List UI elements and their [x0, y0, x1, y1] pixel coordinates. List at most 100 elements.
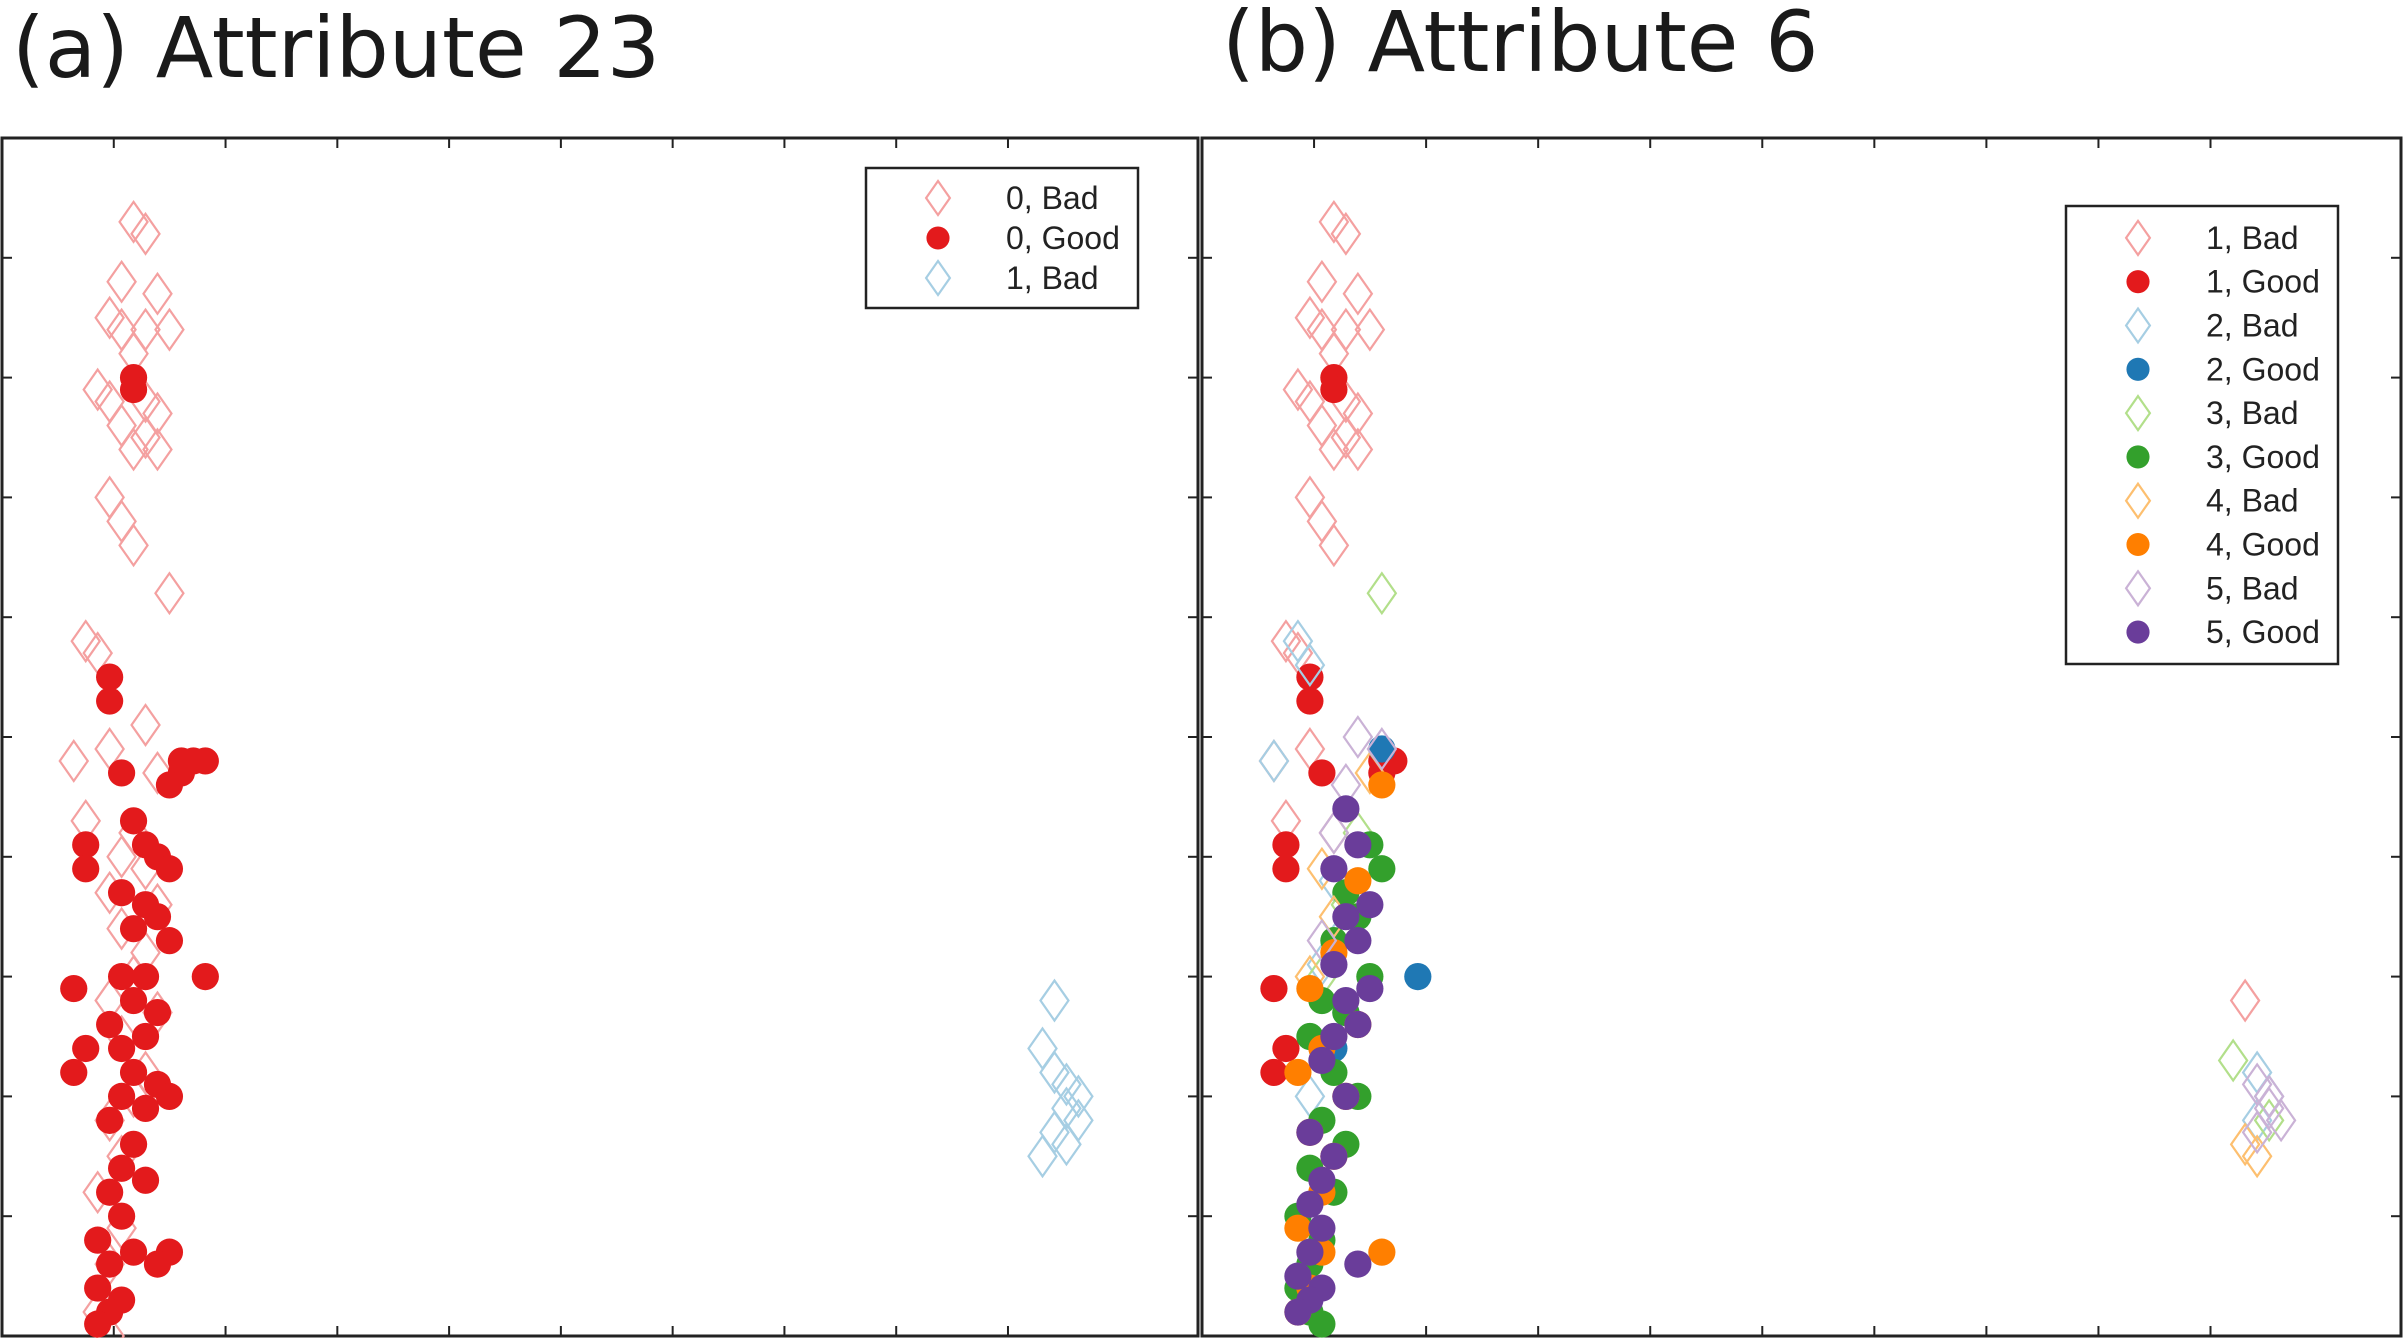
data-point [108, 1202, 136, 1230]
data-point [108, 879, 136, 907]
data-point [108, 1154, 136, 1182]
data-point [1356, 974, 1384, 1003]
data-point [131, 1094, 160, 1122]
data-point [1308, 759, 1336, 787]
legend-marker [2124, 394, 2152, 433]
data-point [1039, 978, 1070, 1023]
data-point [1284, 1298, 1312, 1326]
data-point [1318, 199, 1350, 244]
data-point [96, 687, 124, 715]
data-point [131, 1166, 160, 1194]
data-point [1332, 903, 1360, 931]
legend-label: 0, Bad [1006, 180, 1099, 216]
data-point [1282, 367, 1314, 412]
data-point [1356, 891, 1384, 919]
data-point [1332, 986, 1360, 1015]
data-point [1344, 867, 1372, 895]
data-point [1039, 1050, 1070, 1095]
plot-frame [0, 136, 1200, 1338]
data-point [1318, 810, 1350, 855]
data-point [106, 259, 137, 304]
data-point [130, 211, 161, 256]
data-point [1272, 1034, 1300, 1063]
data-point [1296, 687, 1324, 715]
data-point [70, 619, 102, 664]
scatter-plot-a: 0, Bad 0, Good 1, Bad [0, 136, 1200, 1338]
data-point [1368, 1238, 1396, 1266]
data-point [1344, 927, 1372, 955]
legend-label: 5, Bad [2206, 570, 2299, 606]
data-point [108, 759, 136, 787]
data-point [119, 915, 148, 943]
data-point [1368, 735, 1396, 763]
data-point [130, 415, 161, 460]
data-point [142, 271, 173, 316]
data-point [96, 1106, 124, 1134]
data-point [1344, 1010, 1372, 1039]
data-point [1368, 771, 1396, 799]
data-point [1296, 663, 1324, 691]
data-point [1318, 523, 1350, 568]
data-point [130, 703, 161, 747]
data-point [1284, 1214, 1312, 1242]
panel-b-title: (b) Attribute 6 [1222, 0, 1819, 91]
data-point [1308, 1310, 1336, 1338]
legend-box [2064, 204, 2340, 666]
data-point [1258, 739, 1290, 783]
data-point [1296, 974, 1324, 1003]
data-point [1354, 307, 1386, 352]
data-point [142, 427, 173, 472]
legend-label: 0, Good [1006, 220, 1120, 256]
data-point [142, 751, 173, 795]
legend-box [864, 166, 1140, 310]
legend-label: 2, Good [2206, 351, 2320, 387]
data-point [1294, 295, 1326, 340]
data-point [131, 963, 160, 991]
data-point [118, 199, 149, 244]
data-point [1051, 1122, 1082, 1167]
data-point [1320, 375, 1348, 404]
data-point [1342, 271, 1374, 316]
data-point [1296, 1238, 1324, 1266]
data-point [131, 1022, 160, 1051]
data-point [1330, 415, 1362, 460]
data-point [119, 1130, 148, 1158]
data-point [84, 1226, 112, 1254]
scatter-plot-b: 1, Bad 1, Good 2, Bad 2, Good 3, Bad 3, Good 4… [1200, 136, 2403, 1338]
data-point [1296, 1190, 1324, 1218]
legend-marker [2126, 270, 2150, 294]
legend-marker [2126, 532, 2150, 557]
data-point [1284, 1262, 1312, 1290]
data-point [72, 831, 100, 859]
data-point [1260, 974, 1288, 1003]
legend-label: 4, Good [2206, 527, 2320, 563]
legend-marker [2124, 481, 2152, 520]
data-point [96, 1178, 124, 1206]
legend: 1, Bad 1, Good 2, Bad 2, Good 3, Bad 3, Good 4… [2064, 204, 2340, 666]
data-point [1404, 963, 1432, 991]
data-point [1342, 715, 1374, 759]
data-point [1306, 259, 1338, 304]
data-point [1308, 1214, 1336, 1242]
legend-marker [2124, 569, 2152, 608]
data-point [1320, 855, 1348, 883]
data-point [108, 963, 136, 991]
data-point [72, 855, 100, 883]
data-point [1272, 855, 1300, 883]
data-point [1332, 795, 1360, 823]
data-point [96, 663, 124, 691]
data-point [118, 427, 149, 472]
data-point [2229, 1122, 2261, 1167]
data-point [1294, 643, 1326, 688]
data-point [106, 834, 137, 879]
legend-marker [2126, 445, 2150, 469]
data-point [1284, 1058, 1312, 1087]
data-point [1027, 1134, 1058, 1179]
data-point [60, 1058, 88, 1087]
data-point [58, 739, 90, 783]
legend-label: 3, Good [2206, 439, 2320, 475]
legend-marker [926, 226, 950, 250]
data-point [1308, 1166, 1336, 1194]
data-point [1308, 1046, 1336, 1075]
